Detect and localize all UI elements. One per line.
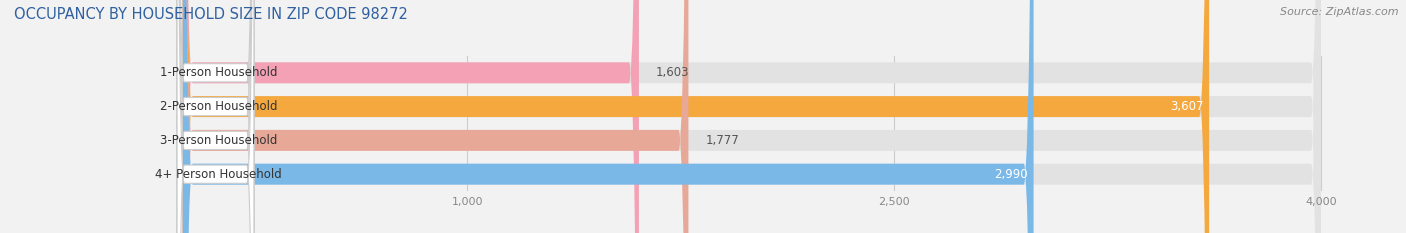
Text: 1,603: 1,603 [657, 66, 689, 79]
FancyBboxPatch shape [183, 0, 1322, 233]
Text: 3-Person Household: 3-Person Household [160, 134, 277, 147]
FancyBboxPatch shape [183, 0, 1322, 233]
FancyBboxPatch shape [183, 0, 1033, 233]
Text: 1,777: 1,777 [706, 134, 740, 147]
FancyBboxPatch shape [177, 0, 254, 233]
Text: 3,607: 3,607 [1170, 100, 1204, 113]
Text: OCCUPANCY BY HOUSEHOLD SIZE IN ZIP CODE 98272: OCCUPANCY BY HOUSEHOLD SIZE IN ZIP CODE … [14, 7, 408, 22]
FancyBboxPatch shape [177, 0, 254, 233]
Text: 4+ Person Household: 4+ Person Household [155, 168, 281, 181]
FancyBboxPatch shape [183, 0, 1322, 233]
FancyBboxPatch shape [183, 0, 638, 233]
Text: 1-Person Household: 1-Person Household [160, 66, 277, 79]
Text: Source: ZipAtlas.com: Source: ZipAtlas.com [1281, 7, 1399, 17]
FancyBboxPatch shape [177, 0, 254, 233]
FancyBboxPatch shape [183, 0, 689, 233]
FancyBboxPatch shape [183, 0, 1322, 233]
Text: 2,990: 2,990 [994, 168, 1028, 181]
Text: 2-Person Household: 2-Person Household [160, 100, 277, 113]
FancyBboxPatch shape [183, 0, 1209, 233]
FancyBboxPatch shape [177, 0, 254, 233]
